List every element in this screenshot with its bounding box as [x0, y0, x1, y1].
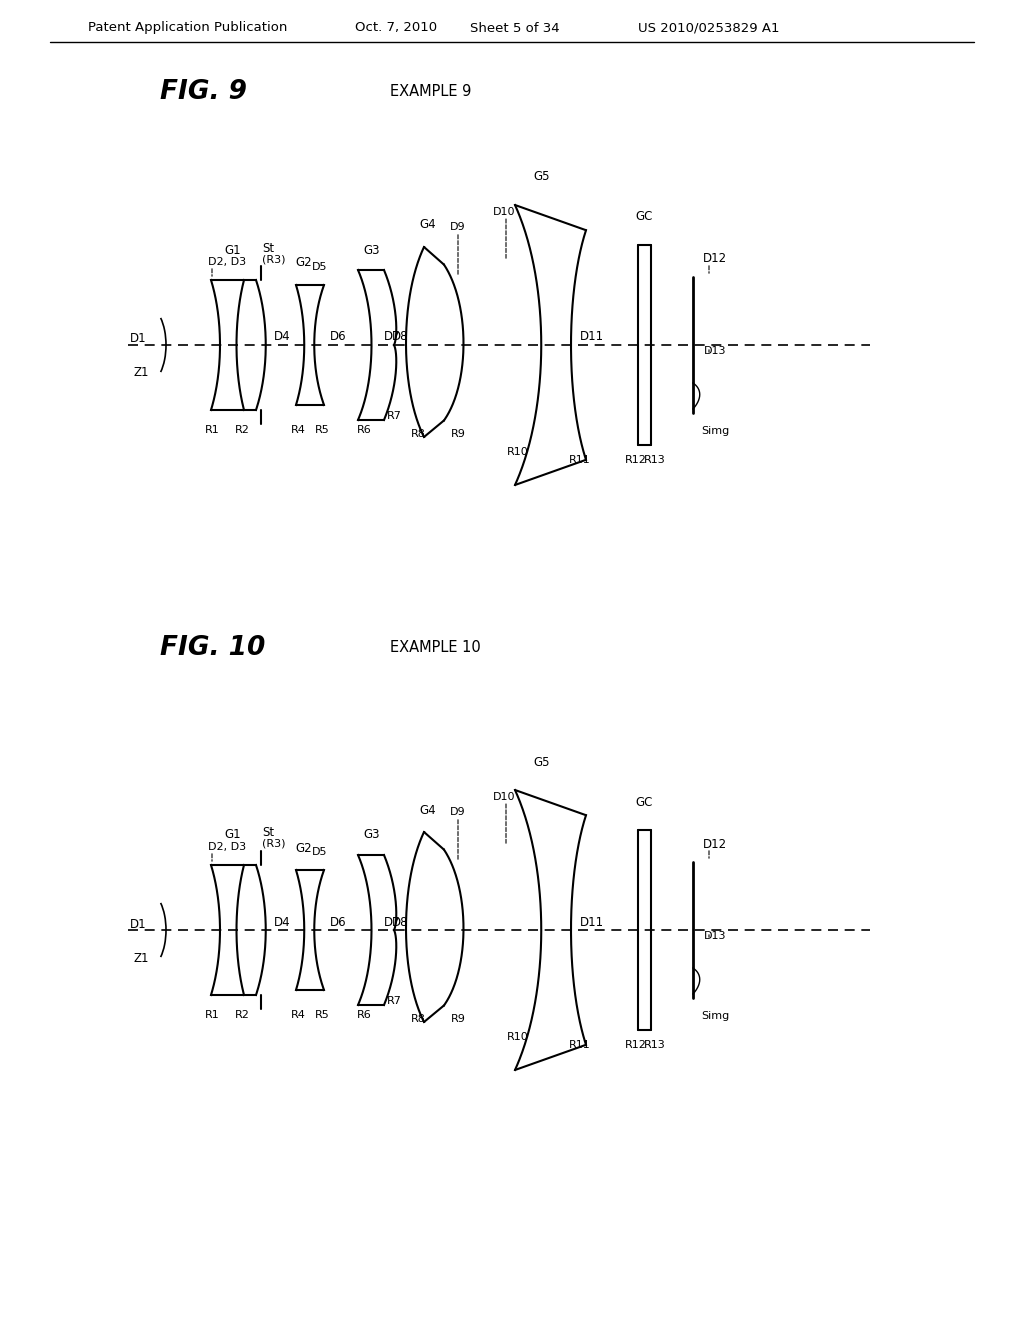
Text: G3: G3	[364, 829, 380, 842]
Text: R6: R6	[356, 1010, 372, 1020]
Text: D7: D7	[384, 916, 400, 928]
Text: D8: D8	[392, 916, 409, 928]
Text: D1: D1	[130, 917, 146, 931]
Text: R4: R4	[291, 425, 305, 436]
Text: D2, D3: D2, D3	[208, 257, 246, 267]
Text: R10: R10	[507, 447, 528, 457]
Text: FIG. 10: FIG. 10	[160, 635, 265, 661]
Text: FIG. 9: FIG. 9	[160, 79, 247, 106]
Text: D9: D9	[451, 807, 466, 817]
Text: Z1: Z1	[133, 367, 148, 380]
Text: R8: R8	[411, 1014, 425, 1024]
Text: D12: D12	[702, 252, 727, 265]
Text: R13: R13	[644, 455, 666, 465]
Text: US 2010/0253829 A1: US 2010/0253829 A1	[638, 21, 779, 34]
Text: Patent Application Publication: Patent Application Publication	[88, 21, 288, 34]
Text: R11: R11	[569, 455, 591, 465]
Text: G1: G1	[224, 243, 242, 256]
Text: D11: D11	[580, 916, 604, 928]
Text: R9: R9	[451, 1014, 466, 1024]
Text: G4: G4	[420, 219, 436, 231]
Text: D4: D4	[274, 916, 291, 928]
Text: R1: R1	[205, 425, 219, 436]
Text: R5: R5	[314, 425, 330, 436]
Text: R8: R8	[411, 429, 425, 440]
Text: R11: R11	[569, 1040, 591, 1049]
Text: D10: D10	[493, 207, 515, 218]
Text: R10: R10	[507, 1032, 528, 1041]
Text: R7: R7	[387, 997, 401, 1006]
Text: D2, D3: D2, D3	[208, 842, 246, 851]
Text: G2: G2	[296, 842, 312, 854]
Text: G4: G4	[420, 804, 436, 817]
Text: R2: R2	[234, 1010, 250, 1020]
Text: D11: D11	[580, 330, 604, 343]
Text: Sheet 5 of 34: Sheet 5 of 34	[470, 21, 560, 34]
Text: Oct. 7, 2010: Oct. 7, 2010	[355, 21, 437, 34]
Text: R2: R2	[234, 425, 250, 436]
Text: EXAMPLE 9: EXAMPLE 9	[390, 84, 471, 99]
Text: D4: D4	[274, 330, 291, 343]
Text: D12: D12	[702, 837, 727, 850]
Text: G3: G3	[364, 243, 380, 256]
Text: GC: GC	[635, 210, 652, 223]
Text: R13: R13	[644, 1040, 666, 1049]
Text: D6: D6	[330, 330, 346, 343]
Text: R5: R5	[314, 1010, 330, 1020]
Text: R12: R12	[625, 455, 647, 465]
Text: R6: R6	[356, 425, 372, 436]
Text: (R3): (R3)	[262, 253, 286, 264]
Text: Z1: Z1	[133, 952, 148, 965]
Text: D10: D10	[493, 792, 515, 803]
Text: D5: D5	[312, 847, 328, 857]
Text: D6: D6	[330, 916, 346, 928]
Text: D13: D13	[703, 931, 726, 941]
Text: R12: R12	[625, 1040, 647, 1049]
Text: (R3): (R3)	[262, 840, 286, 849]
Text: D1: D1	[130, 333, 146, 346]
Text: St: St	[262, 826, 274, 840]
Text: G5: G5	[534, 170, 550, 183]
Text: D9: D9	[451, 222, 466, 232]
Text: R7: R7	[387, 411, 401, 421]
Text: R1: R1	[205, 1010, 219, 1020]
Text: Simg: Simg	[700, 426, 729, 436]
Text: R4: R4	[291, 1010, 305, 1020]
Text: D8: D8	[392, 330, 409, 343]
Text: St: St	[262, 242, 274, 255]
Text: G1: G1	[224, 829, 242, 842]
Text: D5: D5	[312, 261, 328, 272]
Text: D7: D7	[384, 330, 400, 343]
Text: G2: G2	[296, 256, 312, 269]
Text: EXAMPLE 10: EXAMPLE 10	[390, 640, 480, 656]
Text: D13: D13	[703, 346, 726, 356]
Text: GC: GC	[635, 796, 652, 808]
Text: G5: G5	[534, 755, 550, 768]
Text: Simg: Simg	[700, 1011, 729, 1020]
Text: R9: R9	[451, 429, 466, 440]
